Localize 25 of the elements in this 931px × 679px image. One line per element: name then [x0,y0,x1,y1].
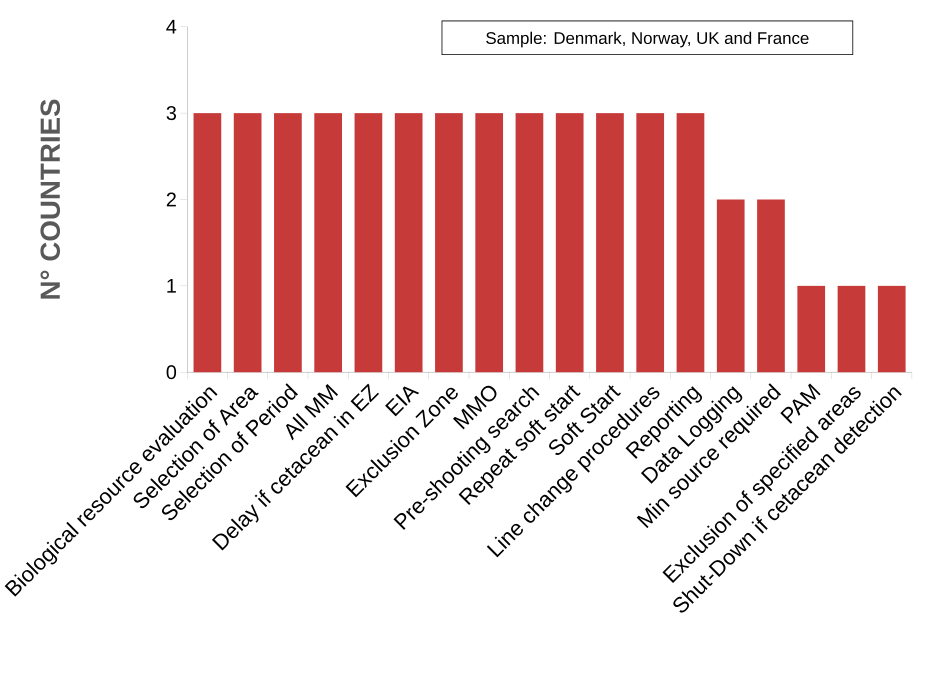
bar [878,286,906,372]
bar [797,286,826,372]
bar [354,113,382,372]
y-tick-label: 1 [167,278,176,293]
bar [716,199,745,372]
bar [274,113,302,372]
bar [636,113,664,372]
y-tick-label: 0 [166,365,176,380]
bar [194,113,222,372]
bar [516,113,544,372]
y-axis-title: N° COUNTRIES [40,100,60,299]
y-tick-label: 3 [166,106,176,120]
y-tick-label: 4 [166,20,176,34]
bar [314,113,342,372]
bar [596,113,624,372]
bar [556,113,584,372]
bar [475,113,504,372]
bar [394,113,423,372]
y-tick-label: 2 [166,192,176,206]
bar [435,113,463,372]
annotation: Sample: Denmark, Norway, UK and France [486,32,809,48]
bar [757,199,785,372]
bar [838,286,866,372]
bar [234,113,262,372]
bar [676,113,704,372]
